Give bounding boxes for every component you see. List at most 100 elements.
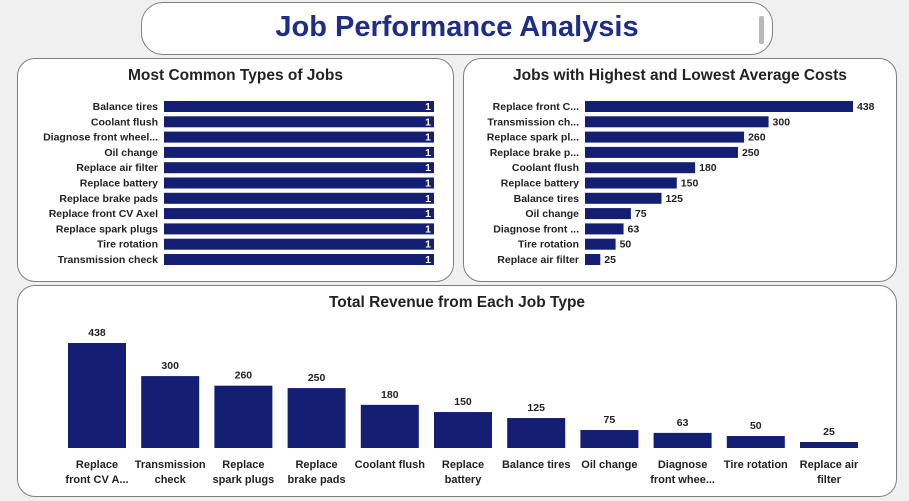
- category-label: Replace spark pl...: [487, 132, 579, 144]
- bar[interactable]: [164, 177, 434, 189]
- data-label: 1: [425, 101, 431, 113]
- bar[interactable]: [164, 192, 434, 204]
- data-label: 75: [604, 414, 616, 426]
- data-label: 180: [699, 162, 717, 174]
- column[interactable]: [580, 430, 639, 448]
- column[interactable]: [287, 388, 346, 448]
- data-label: 1: [425, 223, 431, 235]
- bar[interactable]: [585, 162, 696, 174]
- total-revenue-chart: 438 Replace front CV A... 300 Transmission ch…: [65, 327, 859, 486]
- bar[interactable]: [164, 238, 434, 250]
- category-label: Coolant flush: [355, 459, 426, 471]
- bar[interactable]: [585, 254, 601, 265]
- bar[interactable]: [164, 101, 434, 112]
- average-costs-chart: Replace front C... 438 Transmission ch... 3…: [487, 101, 875, 266]
- data-label: 300: [161, 360, 179, 372]
- chart-title: Most Common Types of Jobs: [127, 67, 343, 84]
- bar[interactable]: [164, 223, 434, 235]
- bar[interactable]: [585, 101, 853, 112]
- data-label: 1: [425, 147, 431, 159]
- data-label: 250: [742, 147, 760, 159]
- category-label: Diagnose front wheel...: [43, 132, 158, 144]
- category-label: Transmission ch...: [487, 116, 579, 128]
- data-label: 180: [381, 389, 399, 401]
- bar[interactable]: [164, 116, 434, 128]
- category-label: Replace front C...: [493, 101, 579, 113]
- category-label: Replace brake pads: [59, 193, 158, 205]
- bar[interactable]: [585, 131, 745, 143]
- category-label: Oil change: [104, 147, 158, 159]
- bar[interactable]: [585, 116, 769, 128]
- column[interactable]: [726, 436, 785, 448]
- category-label: Balance tires: [93, 101, 159, 113]
- category-label: Replace front CV A...: [65, 459, 128, 486]
- category-label: Replace battery: [501, 178, 579, 190]
- category-label: Coolant flush: [512, 162, 579, 174]
- bar[interactable]: [585, 192, 662, 204]
- bar[interactable]: [585, 223, 624, 235]
- bar[interactable]: [164, 208, 434, 220]
- column[interactable]: [214, 385, 273, 448]
- category-label: Oil change: [581, 459, 637, 471]
- category-label: Replace brake pads: [288, 459, 346, 486]
- bar[interactable]: [585, 146, 738, 158]
- category-label: Replace front CV Axel: [49, 208, 158, 220]
- data-label: 150: [681, 178, 699, 190]
- data-label: 150: [454, 396, 472, 408]
- category-label: Replace battery: [80, 178, 158, 190]
- category-label: Replace air filter: [497, 254, 579, 266]
- column[interactable]: [68, 343, 126, 448]
- column[interactable]: [507, 418, 566, 448]
- average-costs-panel: Jobs with Highest and Lowest Average Cos…: [463, 58, 897, 282]
- chart-title: Total Revenue from Each Job Type: [328, 294, 586, 311]
- data-label: 25: [604, 254, 616, 266]
- data-label: 1: [425, 193, 431, 205]
- data-label: 300: [773, 116, 791, 128]
- category-label: Replace battery: [442, 459, 484, 486]
- data-label: 260: [748, 132, 766, 144]
- column[interactable]: [434, 412, 492, 448]
- data-label: 1: [425, 254, 431, 266]
- category-label: Diagnose front ...: [493, 223, 579, 235]
- data-label: 25: [823, 426, 835, 438]
- data-label: 63: [677, 417, 689, 429]
- column[interactable]: [653, 432, 712, 448]
- bar[interactable]: [585, 177, 677, 189]
- category-label: Balance tires: [514, 193, 580, 205]
- data-label: 75: [635, 208, 647, 220]
- category-label: Tire rotation: [724, 459, 788, 471]
- data-label: 250: [308, 372, 326, 384]
- bar[interactable]: [585, 208, 631, 220]
- data-label: 438: [857, 101, 875, 113]
- category-label: Tire rotation: [97, 239, 158, 251]
- bar[interactable]: [164, 162, 434, 174]
- bar[interactable]: [164, 146, 434, 158]
- scrollbar[interactable]: [759, 16, 764, 44]
- title-card: Job Performance Analysis: [141, 2, 773, 55]
- bar[interactable]: [164, 254, 434, 265]
- data-label: 125: [665, 193, 683, 205]
- chart-title: Jobs with Highest and Lowest Average Cos…: [513, 67, 847, 84]
- data-label: 438: [88, 327, 106, 339]
- data-label: 1: [425, 116, 431, 128]
- column[interactable]: [141, 376, 200, 448]
- data-label: 63: [628, 223, 640, 235]
- category-label: Coolant flush: [91, 116, 158, 128]
- category-label: Replace air filter: [800, 459, 859, 486]
- page-title: Job Performance Analysis: [275, 11, 639, 43]
- data-label: 1: [425, 239, 431, 251]
- total-revenue-panel: Total Revenue from Each Job Type 438 Repl…: [17, 285, 897, 497]
- bar[interactable]: [164, 131, 434, 143]
- column[interactable]: [360, 404, 419, 448]
- data-label: 50: [620, 239, 632, 251]
- column[interactable]: [800, 442, 858, 448]
- category-label: Replace spark plugs: [56, 223, 158, 235]
- category-label: Transmission check: [58, 254, 159, 266]
- category-label: Replace brake p...: [490, 147, 579, 159]
- category-label: Diagnose front whee...: [650, 459, 715, 486]
- data-label: 1: [425, 208, 431, 220]
- most-common-jobs-chart: Balance tires 1 Coolant flush 1 Diagnose fro…: [43, 101, 434, 266]
- bar[interactable]: [585, 238, 616, 250]
- data-label: 1: [425, 178, 431, 190]
- category-label: Transmission check: [135, 459, 206, 486]
